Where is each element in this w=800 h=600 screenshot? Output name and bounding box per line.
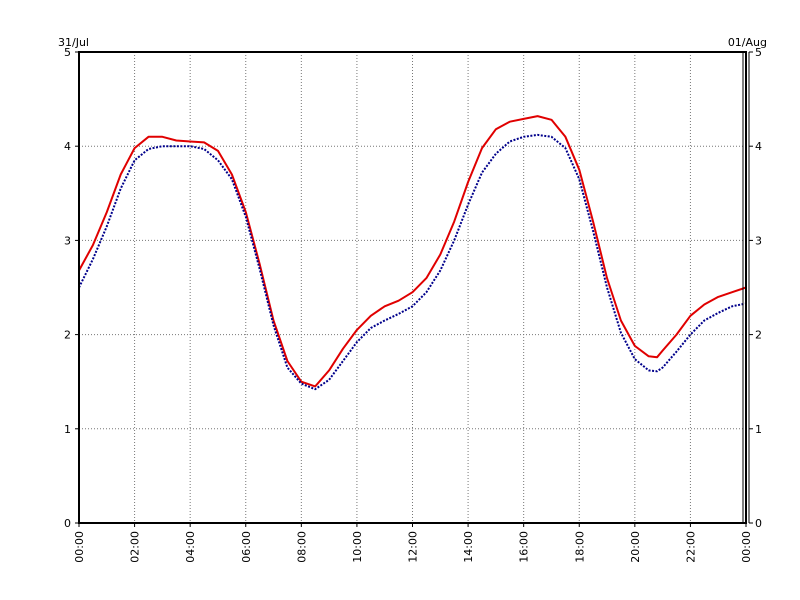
- x-tick-label: 02:00: [129, 531, 142, 563]
- y-tick-label-left: 4: [64, 140, 71, 153]
- grid-lines: [79, 52, 746, 523]
- y-tick-label-right: 5: [755, 46, 762, 59]
- x-tick-label: 06:00: [240, 531, 253, 563]
- axis-ticks: 0 0 1 1 2 2 3 3 4 4 5 5 00:00 02:00 04:00 06:00 08:00 10:…: [64, 46, 762, 563]
- y-tick-label-left: 2: [64, 329, 71, 342]
- y-tick-label-left: 1: [64, 423, 71, 436]
- date-label-right: 01/Aug: [728, 36, 767, 49]
- x-tick-label: 00:00: [73, 531, 86, 563]
- plot-border: [78, 51, 747, 524]
- x-tick-label: 08:00: [295, 531, 308, 563]
- x-tick-label: 14:00: [462, 531, 475, 563]
- x-tick-label: 16:00: [518, 531, 531, 563]
- y-tick-label-right: 0: [755, 517, 762, 530]
- y-tick-label-right: 1: [755, 423, 762, 436]
- x-tick-label: 10:00: [351, 531, 364, 563]
- y-tick-label-right: 3: [755, 234, 762, 247]
- x-tick-label: 20:00: [629, 531, 642, 563]
- plot-frame: [78, 51, 750, 524]
- x-tick-label: 18:00: [573, 531, 586, 563]
- y-tick-label-left: 5: [64, 46, 71, 59]
- data-series: [78, 115, 747, 391]
- y-tick-label-left: 0: [64, 517, 71, 530]
- x-tick-label: 12:00: [407, 531, 420, 563]
- series-line-1: [78, 115, 747, 388]
- x-tick-label: 00:00: [740, 531, 753, 563]
- x-tick-label: 04:00: [184, 531, 197, 563]
- date-label-left: 31/Jul: [58, 36, 89, 49]
- y-tick-label-right: 4: [755, 140, 762, 153]
- y-tick-label-right: 2: [755, 329, 762, 342]
- y-tick-label-left: 3: [64, 234, 71, 247]
- series-line-2: [78, 133, 747, 391]
- x-tick-label: 22:00: [684, 531, 697, 563]
